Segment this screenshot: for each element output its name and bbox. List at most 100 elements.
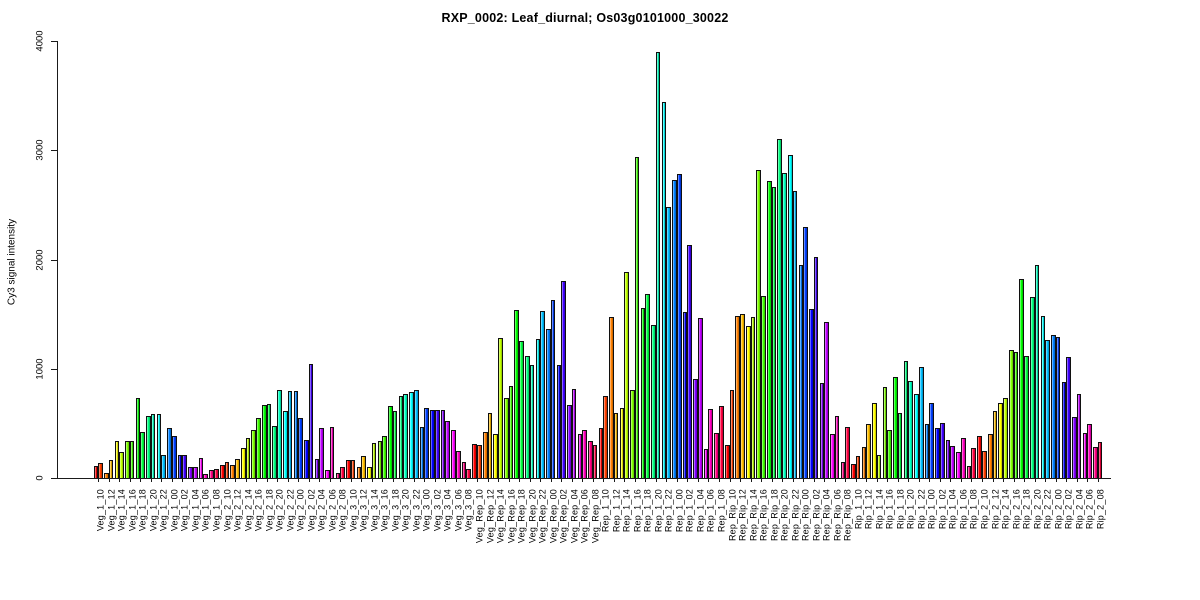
bar-Rep_1_00-2 (676, 174, 682, 478)
x-tick (424, 478, 426, 482)
bar-Veg_1_02-1 (177, 454, 183, 478)
bar-Veg_3_18-2 (392, 411, 398, 478)
x-tick (245, 478, 247, 482)
x-tick (1013, 478, 1015, 482)
x-tick-label: Rep_Rip_04 (821, 489, 832, 542)
bar-Veg_2_16-2 (256, 417, 261, 478)
bar-Veg_3_02-2 (434, 409, 440, 478)
x-tick (634, 478, 636, 482)
y-tick (51, 478, 57, 479)
bar-Rep_Rip_22-2 (792, 190, 798, 478)
x-tick (729, 478, 731, 482)
bar-Veg_3_20-1 (398, 396, 404, 478)
x-tick (1066, 478, 1068, 482)
bar-Rip_2_04-1 (1072, 416, 1077, 478)
x-tick (834, 478, 836, 482)
x-tick (119, 478, 121, 482)
x-tick (1034, 478, 1036, 482)
bar-Rip_1_12-2 (866, 423, 871, 478)
x-tick-label: Rip_2_22 (1042, 489, 1053, 530)
bar-Veg_2_10-2 (224, 462, 230, 478)
bar-Rep_1_00-1 (672, 179, 677, 478)
x-tick (897, 478, 899, 482)
bar-Veg_1_04-2 (192, 467, 198, 478)
bar-Rep_1_08-1 (714, 433, 719, 478)
bar-Veg_1_10-1 (93, 465, 99, 478)
y-tick (51, 150, 57, 152)
x-tick (550, 478, 552, 482)
bar-Veg_Rep_22-1 (535, 339, 541, 478)
x-tick-label: Veg_1_12 (106, 489, 117, 532)
x-tick-label: Rep_1_14 (621, 489, 632, 533)
x-tick-label: Veg_2_12 (232, 489, 243, 532)
x-tick-label: Veg_3_18 (390, 489, 401, 532)
bar-Veg_2_06-2 (329, 426, 335, 478)
bar-Rip_2_22-2 (1045, 339, 1050, 478)
bar-Rep_Rip_18-1 (766, 180, 772, 478)
x-tick-label: Veg_3_12 (358, 489, 369, 532)
x-tick (361, 478, 363, 482)
bar-Veg_3_10-1 (346, 459, 351, 478)
bar-Veg_1_08-1 (209, 470, 214, 478)
x-tick (371, 478, 373, 482)
x-tick-label: Rip_1_00 (926, 489, 937, 530)
x-tick (666, 478, 668, 482)
x-tick (866, 478, 868, 482)
bar-Rep_1_22-2 (666, 207, 671, 478)
x-tick-label: Rip_2_10 (979, 489, 990, 530)
bar-Veg_Rep_04-1 (567, 405, 572, 478)
x-tick-label: Rip_1_06 (958, 489, 969, 530)
x-tick (235, 478, 237, 482)
x-tick (792, 478, 794, 482)
bar-Rip_1_04-2 (950, 446, 956, 478)
x-tick (1076, 478, 1078, 482)
x-tick-label: Rep_1_10 (600, 489, 611, 533)
bar-Rep_Rip_10-2 (729, 389, 735, 478)
x-tick (308, 478, 310, 482)
bar-Veg_2_20-2 (277, 389, 282, 478)
x-tick-label: Veg_2_08 (337, 489, 348, 532)
x-tick-label: Veg_1_04 (190, 489, 201, 532)
x-tick-label: Veg_2_00 (295, 489, 306, 532)
bar-Rep_Rip_20-2 (782, 173, 787, 478)
bar-Veg_1_06-2 (203, 473, 209, 478)
bar-Veg_2_00-1 (293, 390, 299, 478)
x-tick-label: Veg_3_00 (421, 489, 432, 532)
bar-Rip_1_20-2 (908, 380, 913, 478)
x-axis-line (57, 478, 1111, 479)
x-tick-label: Rip_2_08 (1095, 489, 1106, 530)
bar-Rep_Rip_16-1 (756, 169, 762, 478)
bar-Veg_Rep_04-2 (571, 388, 577, 478)
x-tick-label: Veg_Rep_16 (506, 489, 517, 544)
x-tick (908, 478, 910, 482)
bar-Rep_1_16-1 (630, 389, 635, 478)
x-tick-label: Rep_Rip_20 (779, 489, 790, 542)
x-tick (455, 478, 457, 482)
x-tick-label: Rep_Rip_12 (737, 489, 748, 542)
x-tick (613, 478, 615, 482)
x-tick (477, 478, 478, 482)
x-tick-label: Veg_2_02 (306, 489, 317, 532)
bar-Veg_2_08-2 (340, 467, 345, 478)
bar-Rip_1_02-2 (939, 422, 945, 478)
x-tick-label: Veg_1_06 (200, 489, 211, 532)
x-tick (582, 478, 584, 482)
bar-Rep_Rip_08-2 (845, 426, 850, 478)
bar-Rep_1_04-2 (697, 318, 703, 478)
bar-Veg_Rep_20-2 (529, 365, 535, 478)
x-tick-label: Rep_Rip_02 (811, 489, 822, 542)
x-tick (108, 478, 110, 482)
bar-Veg_Rep_14-2 (498, 338, 503, 478)
bar-Rep_Rip_02-1 (809, 309, 814, 478)
bar-Rip_1_18-2 (897, 412, 903, 478)
bar-Rip_2_04-2 (1076, 393, 1082, 478)
bar-Veg_Rep_14-1 (493, 433, 499, 478)
bar-Rip_2_18-1 (1019, 279, 1025, 478)
x-tick-label: Veg_3_14 (369, 489, 380, 532)
bar-Veg_3_00-1 (419, 426, 425, 478)
x-tick (224, 478, 226, 482)
bar-Rep_1_20-1 (651, 325, 656, 478)
bar-Rip_1_00-2 (929, 402, 935, 478)
bar-Rep_1_10-2 (603, 396, 608, 478)
x-tick (950, 478, 952, 482)
